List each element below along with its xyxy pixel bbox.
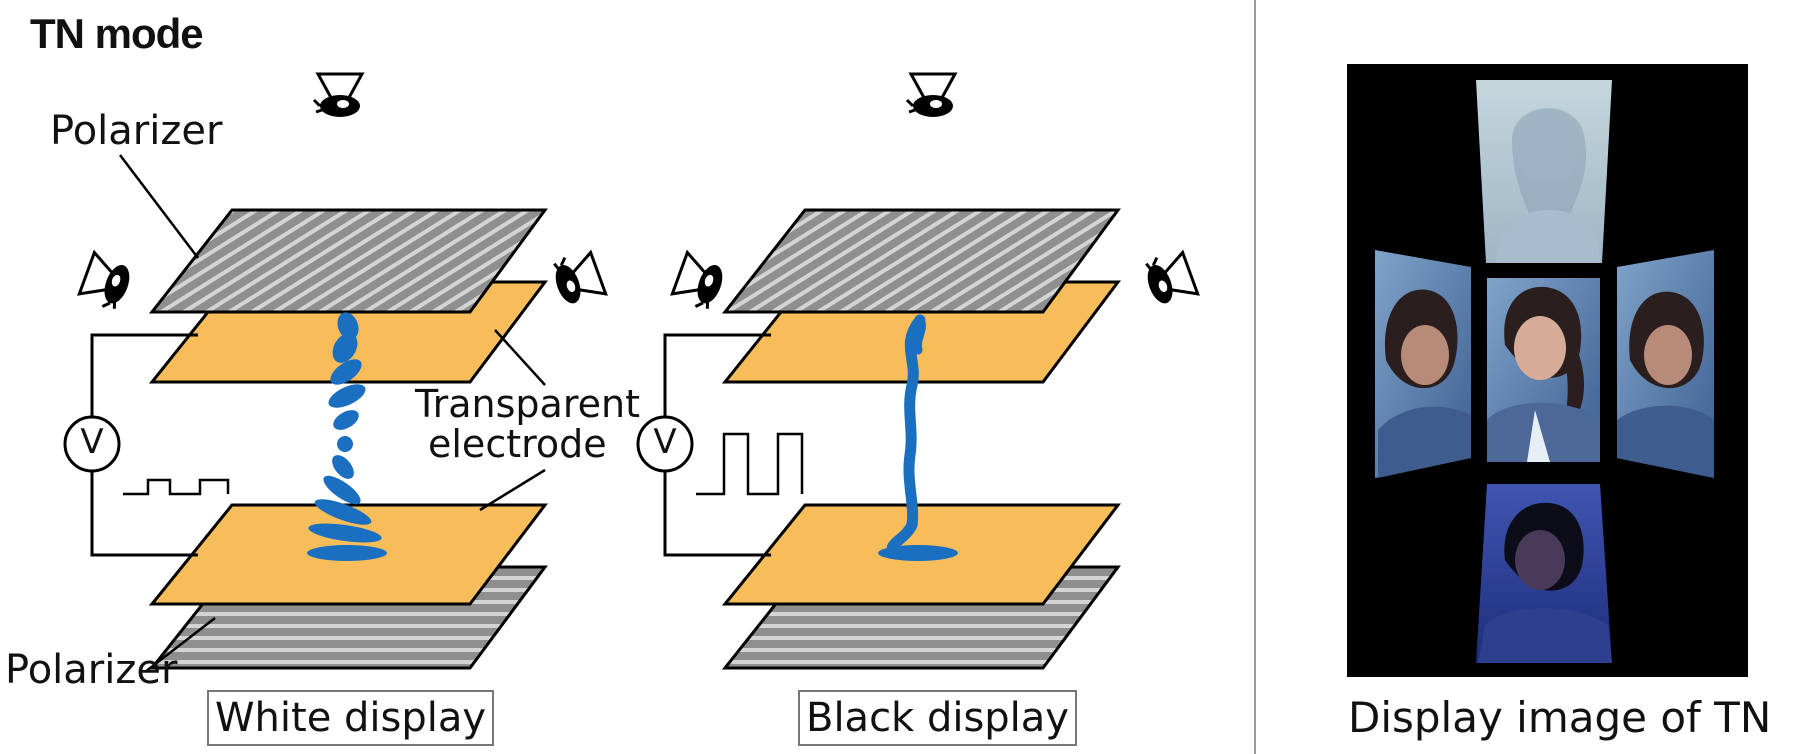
- voltage-label: V: [653, 422, 677, 462]
- eye-icon: [76, 251, 137, 314]
- low-voltage-waveform: [123, 478, 230, 496]
- photo-bottom-view: [1476, 484, 1612, 663]
- circuit-wire: [90, 333, 198, 418]
- eye-icon: [547, 247, 608, 311]
- liquid-crystal-molecules: [878, 314, 958, 561]
- diagram-title: TN mode: [30, 10, 204, 57]
- leader-line: [494, 329, 546, 386]
- polarizer-label-bottom: Polarizer: [5, 647, 178, 693]
- white-display-diagram: [63, 72, 608, 673]
- circuit-wire: [663, 333, 771, 418]
- eye-icon: [312, 72, 364, 119]
- circuit-wire: [90, 470, 198, 557]
- polarizer-label-top: Polarizer: [50, 108, 223, 154]
- leader-line: [119, 154, 199, 259]
- transparent-electrode-label-line1: Transparent: [415, 382, 640, 426]
- voltage-source-icon: [63, 415, 121, 473]
- high-voltage-waveform: [696, 432, 804, 496]
- photo-right-view: [1617, 250, 1714, 478]
- polarizer-top: [721, 208, 1121, 314]
- photo-center-view: [1487, 278, 1600, 462]
- display-image-caption: Display image of TN: [1348, 693, 1772, 742]
- white-display-label: White display: [207, 690, 495, 746]
- voltage-label: V: [80, 422, 104, 462]
- transparent-electrode-label-line2: electrode: [428, 422, 607, 466]
- liquid-crystal-molecules: [307, 312, 387, 561]
- polarizer-top: [148, 208, 548, 314]
- display-image-panel: [1347, 64, 1748, 677]
- black-display-label: Black display: [798, 690, 1077, 746]
- leader-line: [479, 468, 546, 512]
- leader-line: [144, 617, 216, 673]
- eye-icon: [905, 72, 957, 119]
- black-display-diagram: [636, 72, 1200, 670]
- circuit-wire: [663, 470, 771, 557]
- photo-left-view: [1375, 250, 1471, 478]
- eye-icon: [669, 251, 730, 314]
- photo-top-view: [1476, 80, 1612, 263]
- voltage-source-icon: [636, 415, 694, 473]
- eye-icon: [1139, 247, 1200, 311]
